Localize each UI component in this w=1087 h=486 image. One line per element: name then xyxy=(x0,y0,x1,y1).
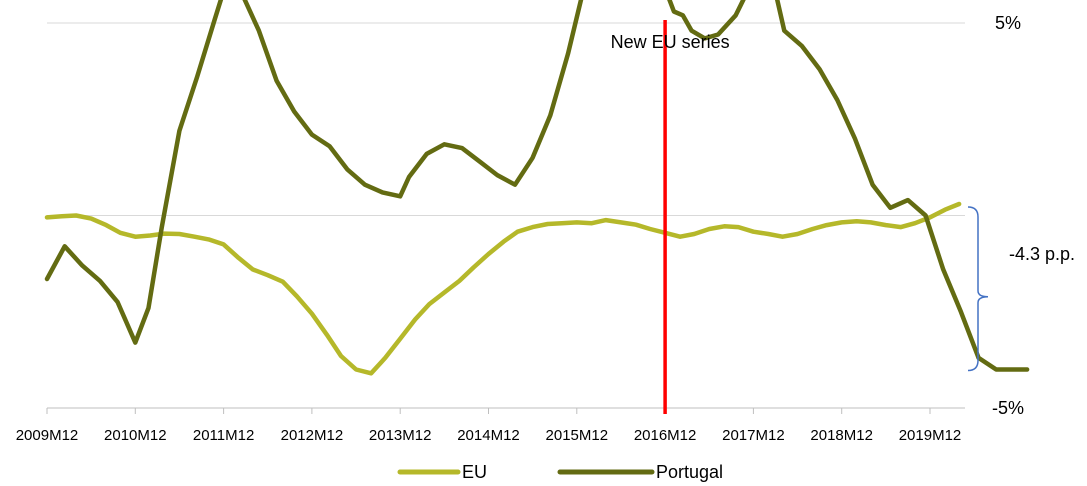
bracket-group: -4.3 p.p. xyxy=(967,206,1075,372)
bracket-shape xyxy=(967,206,989,372)
x-tick-label: 2015M12 xyxy=(546,427,609,444)
x-axis xyxy=(46,407,965,414)
vertical-marker-group: New EU series xyxy=(611,20,730,414)
y-axis-labels: 5% -5% xyxy=(992,13,1024,418)
x-tick-label: 2019M12 xyxy=(899,427,962,444)
gridlines xyxy=(47,22,965,216)
legend-label: EU xyxy=(462,462,487,482)
legend-item-eu: EU xyxy=(397,462,487,482)
x-tick-label: 2017M12 xyxy=(722,427,785,444)
x-tick-label: 2011M12 xyxy=(193,427,254,444)
x-tick-label: 2009M12 xyxy=(16,427,79,444)
x-axis-labels: 2009M12 2010M12 2011M12 2012M12 2013M12 2014M… xyxy=(16,427,962,444)
x-tick-label: 2014M12 xyxy=(457,427,520,444)
vertical-marker-label: New EU series xyxy=(611,32,730,52)
y-tick-label: 5% xyxy=(995,13,1021,33)
legend: EU Portugal xyxy=(397,462,723,482)
bracket-label: -4.3 p.p. xyxy=(1009,244,1075,264)
series-line-eu xyxy=(44,201,962,376)
x-tick-label: 2013M12 xyxy=(369,427,432,444)
x-tick-label: 2018M12 xyxy=(810,427,873,444)
legend-label: Portugal xyxy=(656,462,723,482)
x-tick-label: 2010M12 xyxy=(104,427,167,444)
legend-item-portugal: Portugal xyxy=(557,462,723,482)
series-line-portugal xyxy=(44,0,1030,372)
x-tick-label: 2012M12 xyxy=(281,427,344,444)
x-tick-label: 2016M12 xyxy=(634,427,697,444)
y-tick-label: -5% xyxy=(992,398,1024,418)
series-lines xyxy=(44,0,1030,376)
